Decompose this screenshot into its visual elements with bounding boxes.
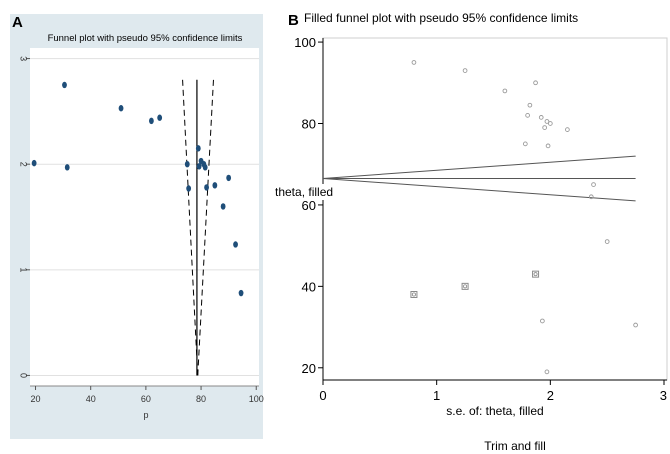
panel-a-x-label: p [143,410,148,420]
panel-a-funnel [182,79,214,376]
panel-b-y-tick-label: 40 [302,279,316,294]
panel-a-data-point [212,182,218,189]
panel-b-label: B [288,12,299,29]
panel-a-data-point [238,289,244,297]
panel-b-y-ticks: 20 40 60 80 100 [294,35,323,376]
panel-a-data-point [186,185,192,192]
panel-a-x-tick-label: 100 [249,394,264,404]
panel-a-data-point [31,159,37,167]
panel-b-x-label: s.e. of: theta, filled [446,404,543,418]
panel-a-data-point [204,184,209,191]
panel-b-title: Filled funnel plot with pseudo 95% confi… [304,11,578,25]
panel-b-x-tick-label: 0 [319,388,326,403]
panel-a: A Funnel plot with pseudo 95% confidence… [10,14,264,439]
panel-a-data-point [184,160,190,168]
panel-b: B Filled funnel plot with pseudo 95% con… [272,11,668,453]
panel-b-observed-point [533,80,538,86]
panel-a-data-point [220,203,226,210]
panel-b-observed-point [544,119,550,124]
panel-b-y-tick-label: 80 [302,117,316,132]
panel-a-x-tick-label: 40 [86,394,96,404]
panel-a-data-point [64,164,70,171]
panel-a-y-ticks: 0 1 2 3 [19,56,30,378]
panel-b-observed-point [588,194,594,200]
panel-b-observed-point [604,239,610,244]
panel-b-filled-points [410,270,540,298]
panel-a-data-point [196,163,202,170]
panel-a-y-tick-label: 3 [19,56,29,61]
panel-b-observed-point [545,143,551,149]
panel-b-observed-point [502,88,508,94]
panel-b-x-ticks: 0 1 2 3 [319,380,667,403]
panel-b-observed-point [544,369,550,375]
panel-a-y-tick-label: 0 [19,373,29,378]
panel-b-y-tick-label: 20 [302,361,316,376]
panel-a-points [31,81,244,297]
panel-b-observed-point [542,125,548,130]
panel-b-observed-point [462,68,468,73]
panel-b-ci-upper-line [322,155,636,179]
panel-b-ci-lower-line [322,177,636,202]
panel-b-x-tick-label: 3 [660,388,667,403]
panel-b-observed-point [547,121,553,126]
panel-b-y-label: theta, filled [275,185,333,199]
panel-b-observed-point [540,318,545,324]
panel-b-y-tick-label: 60 [302,198,316,213]
panel-b-observed-point [591,182,596,187]
panel-a-y-tick-label: 1 [19,267,29,272]
panel-a-x-ticks: 20 40 60 80 100 [31,386,264,404]
panel-a-title: Funnel plot with pseudo 95% confidence l… [48,33,243,44]
panel-a-label: A [12,14,23,31]
panel-b-observed-point [411,60,417,65]
panel-a-data-point [195,145,201,152]
panel-a-data-point [233,241,238,248]
panel-b-x-tick-label: 1 [433,388,440,403]
panel-b-filled-point [461,282,469,290]
panel-a-y-tick-label: 2 [19,162,29,167]
panel-a-x-tick-label: 60 [141,394,151,404]
panel-a-data-point [62,81,67,89]
panel-b-observed-point [525,113,530,118]
panel-b-observed-point [565,127,570,132]
panel-a-x-tick-label: 80 [196,394,206,404]
panel-b-observed-point [527,102,533,108]
panel-b-observed-point [522,141,528,147]
panel-a-data-point [202,164,208,171]
panel-b-caption: Trim and fill [484,439,546,453]
panel-a-data-point [226,174,232,182]
panel-b-plot-frame [322,37,668,381]
panel-b-funnel [322,155,636,202]
panel-b-x-tick-label: 2 [547,388,554,403]
panel-b-points [411,60,638,375]
panel-b-y-label-background [272,184,368,200]
panel-a-data-point [118,105,124,112]
panel-b-observed-point [538,115,544,120]
panel-b-observed-point [633,322,638,328]
panel-a-data-point [157,114,163,121]
panel-b-y-tick-label: 100 [294,35,316,50]
panel-a-x-tick-label: 20 [31,394,41,404]
panel-a-gridlines [30,58,259,376]
panel-a-data-point [148,117,154,125]
panel-b-filled-point [532,270,540,278]
panel-a-plot-area [30,48,259,386]
panel-b-filled-point [410,291,418,298]
